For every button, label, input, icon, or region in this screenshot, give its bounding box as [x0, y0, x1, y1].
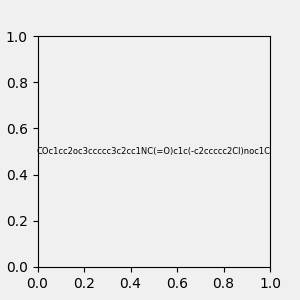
Text: COc1cc2oc3ccccc3c2cc1NC(=O)c1c(-c2ccccc2Cl)noc1C: COc1cc2oc3ccccc3c2cc1NC(=O)c1c(-c2ccccc2… [37, 147, 271, 156]
